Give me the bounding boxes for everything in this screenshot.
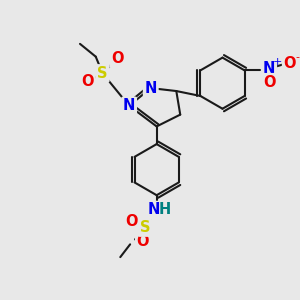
Text: S: S xyxy=(140,220,150,235)
Text: O: O xyxy=(263,75,275,90)
Text: +: + xyxy=(272,57,282,67)
Text: -: - xyxy=(296,52,300,61)
Text: O: O xyxy=(125,214,137,229)
Text: O: O xyxy=(284,56,296,71)
Text: O: O xyxy=(82,74,94,89)
Text: N: N xyxy=(148,202,160,217)
Text: H: H xyxy=(158,202,171,217)
Text: N: N xyxy=(145,81,157,96)
Text: N: N xyxy=(263,61,275,76)
Text: O: O xyxy=(111,51,124,66)
Text: O: O xyxy=(136,234,149,249)
Text: N: N xyxy=(123,98,135,113)
Text: S: S xyxy=(98,66,108,81)
